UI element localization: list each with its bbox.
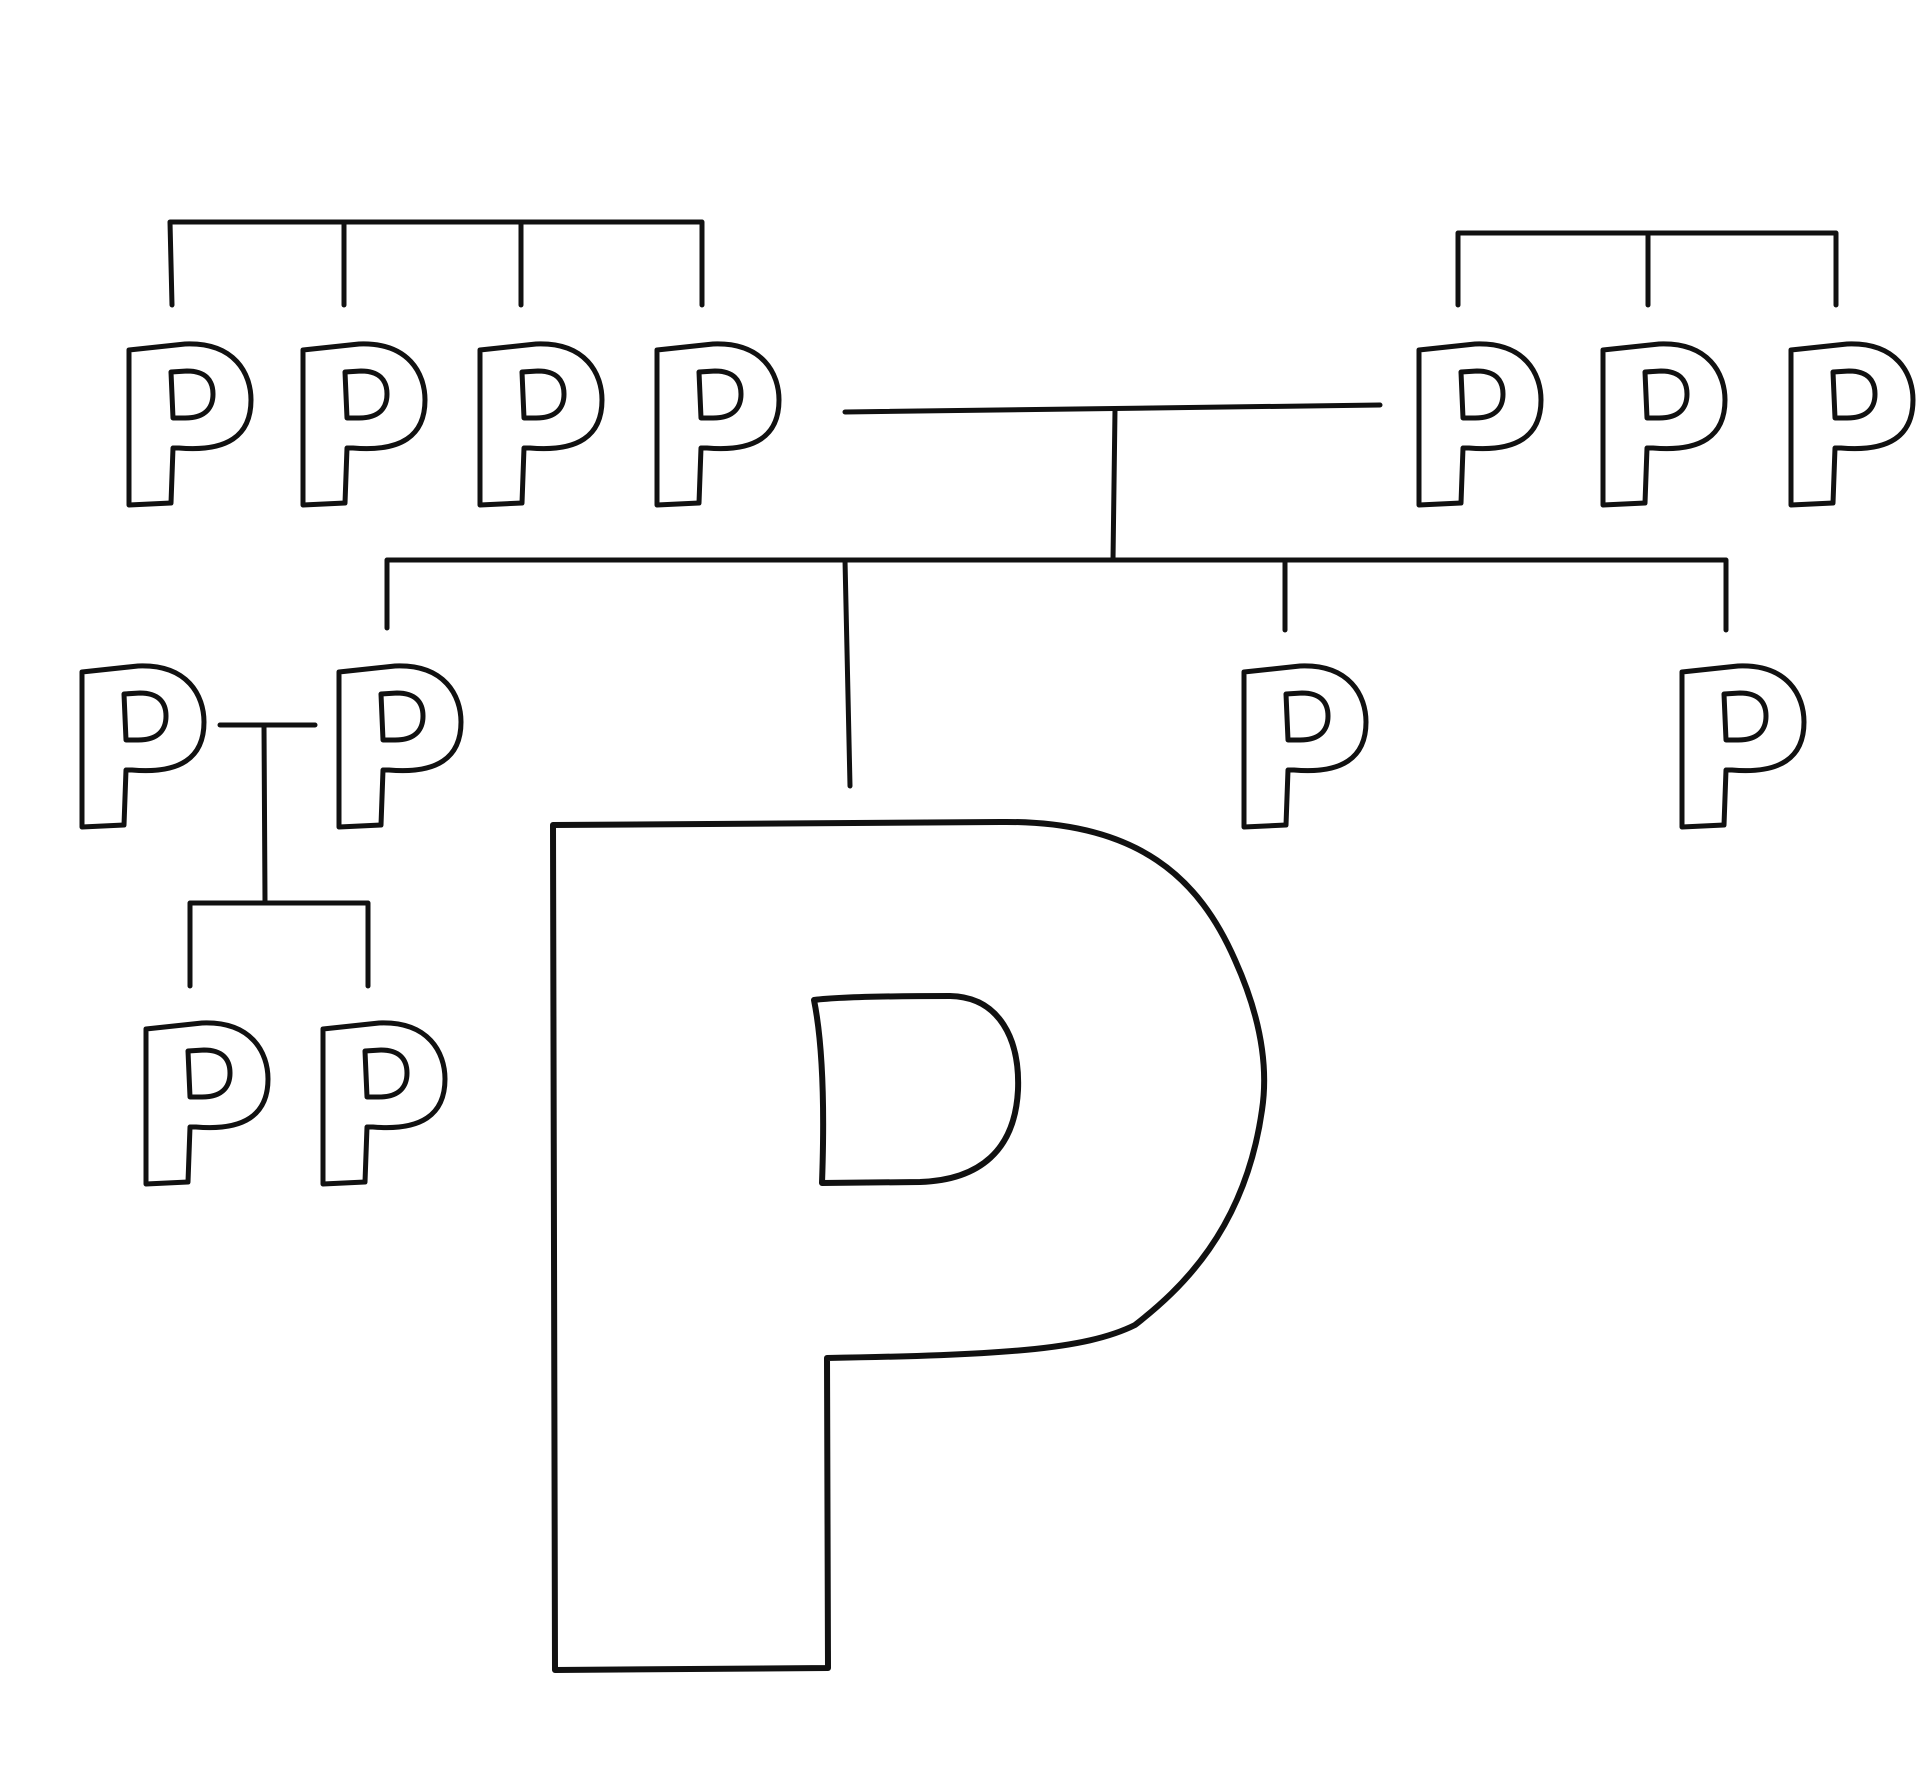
- siblings-bracket: [384, 557, 1729, 789]
- grandparent-letter-p: [480, 344, 602, 505]
- sibling-spouse-letter-p: [82, 666, 204, 827]
- parents-marriage-line: [842, 402, 1383, 563]
- sibling-letter-p: [339, 666, 461, 827]
- sibling-letter-p: [1244, 666, 1366, 827]
- right-grandparents-bracket: [1455, 230, 1839, 308]
- grandparent-letter-p: [657, 344, 779, 505]
- grandparent-letter-p: [1603, 344, 1725, 505]
- grandparent-letter-p: [1419, 344, 1541, 505]
- grandparent-letter-p: [303, 344, 425, 505]
- sibling-marriage-bracket: [187, 722, 371, 989]
- left-grandparents-bracket: [167, 219, 705, 308]
- grandparent-letter-p: [1791, 344, 1913, 505]
- main-person-letter-p: [550, 818, 1268, 1673]
- grandparent-letter-p: [129, 344, 251, 505]
- nephew-letter-p: [323, 1023, 445, 1184]
- sibling-letter-p: [1682, 666, 1804, 827]
- nephew-letter-p: [146, 1023, 268, 1184]
